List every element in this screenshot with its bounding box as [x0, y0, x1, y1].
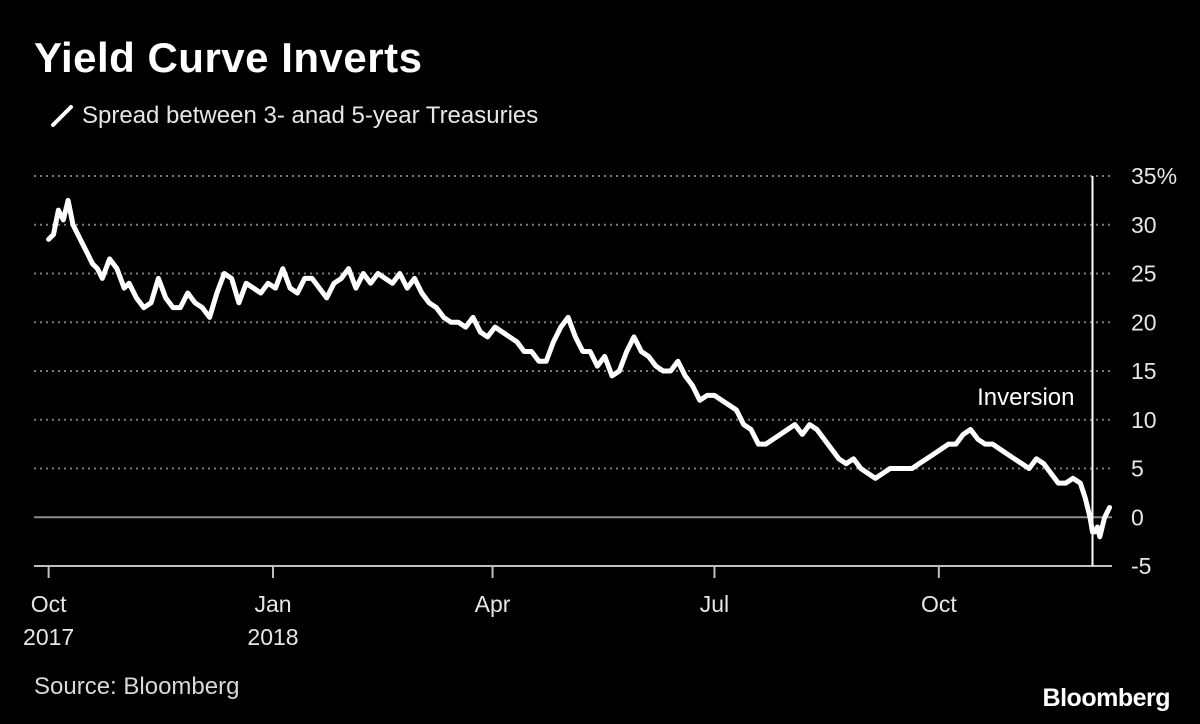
y-tick-label: 10	[1131, 407, 1157, 433]
y-tick-label: 30	[1131, 212, 1157, 238]
y-tick-label: -5	[1131, 553, 1151, 579]
legend-line-icon	[51, 105, 73, 127]
x-tick-label: Oct	[921, 591, 957, 617]
legend: Spread between 3- anad 5-year Treasuries	[50, 102, 538, 130]
x-tick-label: Oct	[31, 591, 67, 617]
y-tick-label: 25	[1131, 261, 1157, 287]
bloomberg-logo: Bloomberg	[1042, 684, 1171, 712]
x-tick-label: Jan	[254, 591, 291, 617]
annotations: Inversion	[977, 176, 1094, 566]
x-axis-ticks: Oct 2017 Jan 2018 Apr Jul Oct	[23, 566, 957, 650]
series-line	[46, 197, 1113, 540]
y-tick-label: 5	[1131, 456, 1144, 482]
inversion-label: Inversion	[977, 384, 1074, 411]
y-tick-label: 20	[1131, 309, 1157, 335]
legend-label: Spread between 3- anad 5-year Treasuries	[82, 102, 539, 129]
series-lines	[46, 197, 1113, 540]
x-tick-label: Jul	[700, 591, 729, 617]
x-tick-year-label: 2018	[247, 624, 298, 650]
y-tick-label: 15	[1131, 358, 1157, 384]
y-tick-label: 0	[1131, 504, 1144, 530]
y-axis-ticks: 35% 30 25 20 15 10 5 0 -5	[1131, 163, 1177, 579]
source-note: Source: Bloomberg	[34, 673, 240, 700]
x-tick-label: Apr	[475, 591, 511, 617]
chart-title: Yield Curve Inverts	[34, 34, 423, 81]
y-tick-label: 35%	[1131, 163, 1177, 189]
grid-lines	[34, 175, 1112, 519]
x-tick-year-label: 2017	[23, 624, 74, 650]
